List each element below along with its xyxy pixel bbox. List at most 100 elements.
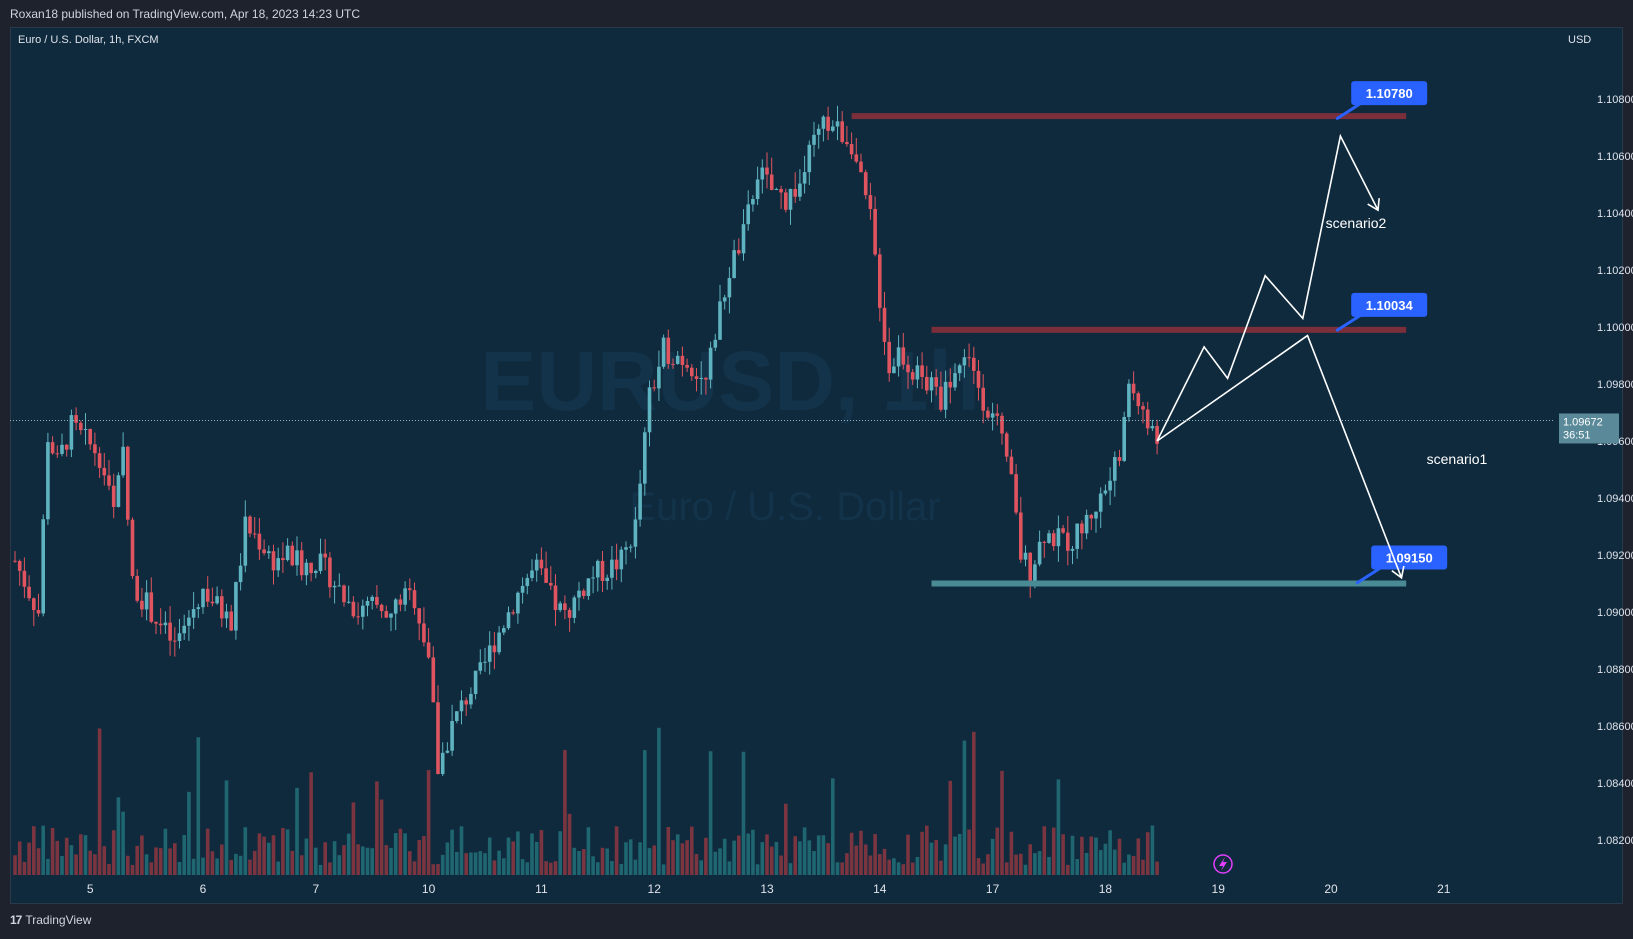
volume-bar xyxy=(976,858,981,875)
volume-bar xyxy=(469,852,473,875)
volume-bar xyxy=(1141,859,1145,875)
symbol-title[interactable]: Euro / U.S. Dollar, 1h, FXCM xyxy=(18,34,159,46)
volume-bar xyxy=(1033,853,1037,875)
candle-body xyxy=(144,592,149,610)
candle-body xyxy=(713,339,718,348)
volume-bar xyxy=(135,845,139,875)
scenario-paths[interactable]: scenario1 scenario2 xyxy=(1156,133,1488,580)
candle-body xyxy=(1033,564,1037,582)
candle-body xyxy=(361,605,365,617)
candle-body xyxy=(868,195,873,209)
candle-body xyxy=(299,550,304,576)
candle-body xyxy=(995,413,1000,416)
volume-bar xyxy=(572,847,577,875)
candle-body xyxy=(1117,457,1122,461)
x-tick-label: 14 xyxy=(873,882,887,896)
candle-body xyxy=(450,721,454,751)
candle-body xyxy=(657,366,661,389)
candle-body xyxy=(483,661,487,663)
candle-body xyxy=(586,578,591,597)
volume-bar xyxy=(168,848,172,875)
tradingview-footer[interactable]: 17 TradingView xyxy=(10,913,91,927)
volume-bar xyxy=(1084,852,1089,875)
last-price-tag xyxy=(1559,413,1619,444)
candle-body xyxy=(812,134,816,145)
candle-body xyxy=(187,617,191,626)
volume-bar xyxy=(332,841,337,875)
volume-bar xyxy=(50,827,55,875)
volume-bar xyxy=(619,864,624,875)
candle-body xyxy=(210,601,215,604)
candle-body xyxy=(257,533,262,550)
volume-bar xyxy=(995,827,1000,875)
volume-bar xyxy=(1047,856,1051,875)
volume-bar xyxy=(506,837,511,875)
level-label-box xyxy=(1351,292,1428,317)
volume-bar xyxy=(713,851,718,875)
volume-bar xyxy=(920,831,924,875)
candle-body xyxy=(243,516,248,566)
volume-bar xyxy=(1094,837,1098,875)
volume-bar xyxy=(553,861,558,875)
volume-bar xyxy=(346,833,351,875)
volume-bar xyxy=(337,855,342,875)
volume-bar xyxy=(666,826,671,875)
candle-body xyxy=(149,592,154,622)
candle-body xyxy=(229,611,233,631)
candle-body xyxy=(863,172,868,196)
candle-body xyxy=(910,372,915,380)
volume-bar xyxy=(600,847,605,875)
candle-body xyxy=(459,700,464,712)
candle-body xyxy=(765,167,769,175)
volume-bar xyxy=(88,850,92,875)
lightning-icon[interactable] xyxy=(1213,854,1233,874)
candle-body xyxy=(41,519,45,614)
y-tick-label: 1.09800 xyxy=(1597,379,1633,391)
volume-bar xyxy=(187,791,191,875)
volume-bar xyxy=(1145,832,1150,875)
volume-bar xyxy=(596,862,600,875)
candle-body xyxy=(487,645,492,662)
volume-bar xyxy=(173,843,177,875)
volume-bar xyxy=(483,853,487,875)
candle-body xyxy=(896,347,901,367)
candle-body xyxy=(1051,533,1056,547)
candle-body xyxy=(1089,514,1094,519)
volume-bar xyxy=(671,840,675,875)
candle-body xyxy=(379,604,384,612)
volume-bar xyxy=(567,813,572,875)
volume-bar xyxy=(586,827,591,875)
volume-bar xyxy=(661,864,666,875)
price-levels[interactable]: 1.10780 1.10034 1.09150 xyxy=(851,81,1448,587)
candle-body xyxy=(1150,426,1155,429)
volume-bar xyxy=(36,848,41,875)
scenario-arrowhead xyxy=(1367,198,1380,212)
chart-frame[interactable] xyxy=(10,27,1623,904)
volume-bar xyxy=(774,841,779,875)
volume-bar xyxy=(591,856,595,875)
candle-body xyxy=(79,422,83,431)
volume-bar xyxy=(22,861,27,875)
volume-bar xyxy=(887,859,891,875)
candle-body xyxy=(845,142,849,145)
volume-bar xyxy=(741,751,746,875)
volume-bar xyxy=(915,856,920,875)
volume-bar xyxy=(962,740,967,875)
volume-bar xyxy=(699,860,703,875)
candle-body xyxy=(525,577,530,586)
candle-body xyxy=(238,565,243,583)
volume-bar xyxy=(1061,834,1065,875)
candle-body xyxy=(46,442,50,520)
tradingview-logo-icon: 17 xyxy=(10,913,22,927)
candlesticks xyxy=(13,105,1159,777)
candle-body xyxy=(478,662,483,671)
scenario-path xyxy=(1156,133,1379,442)
volume-bar xyxy=(1066,864,1070,875)
volume-bar xyxy=(939,860,943,875)
x-tick-label: 13 xyxy=(760,882,774,896)
volume-bar xyxy=(1150,825,1155,875)
candle-body xyxy=(440,752,445,775)
candle-body xyxy=(727,278,732,298)
candle-body xyxy=(957,365,962,374)
